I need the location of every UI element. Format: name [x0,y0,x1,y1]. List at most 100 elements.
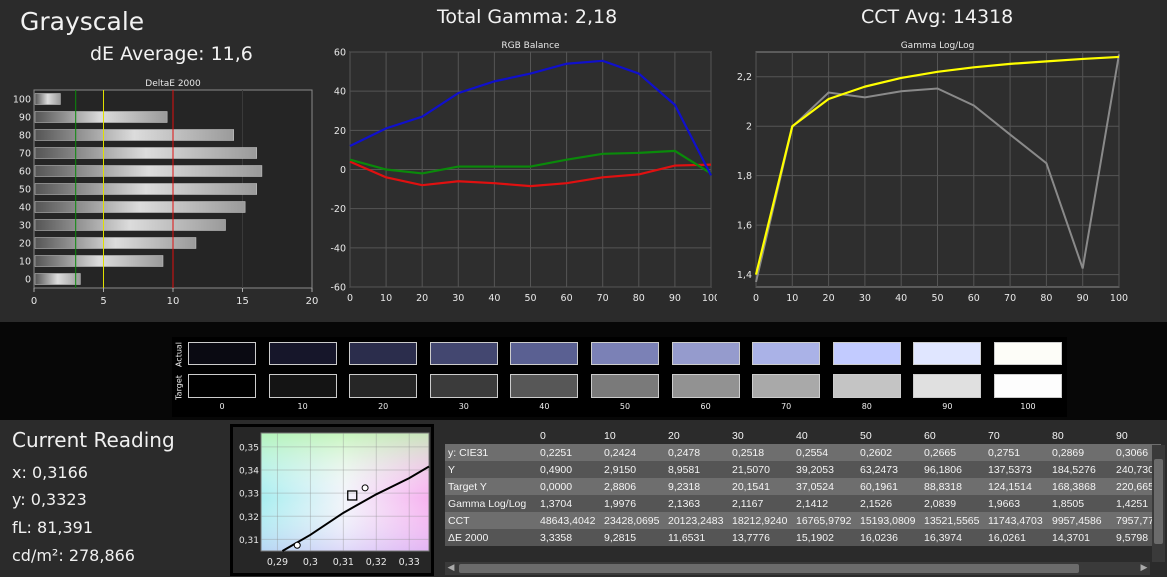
target-swatch-70 [752,374,821,398]
cie-xtick: 0,31 [333,557,354,568]
target-swatch-30 [429,374,498,398]
gamma-xtick: 70 [1004,293,1016,304]
table-cell: 39,2053 [793,461,857,478]
gamma-xtick: 50 [931,293,943,304]
table-cell: 0,2424 [601,444,665,461]
table-cell: 7957,77 [1113,512,1161,529]
table-row: Target Y 0,0000 2,8806 9,2318 20,1541 37,0524… [445,478,1161,495]
deltae-bar-50 [34,183,257,195]
measurement-table: 0 10 20 30 40 50 60 70 80 90 y: CIE31 0,2251 0,2424 0… [445,427,1161,546]
table-cell: 124,1514 [985,478,1049,495]
horizontal-scrollbar[interactable]: ◀ ▶ [445,562,1150,575]
table-cell: 137,5373 [985,461,1049,478]
table-cell: 240,730 [1113,461,1161,478]
rgb-ytick: 20 [334,126,346,137]
column-header: 70 [985,427,1049,444]
rgb-series-line [349,59,712,176]
scroll-right-icon[interactable]: ▶ [1140,563,1148,573]
table-cell: 0,2665 [921,444,985,461]
deltae-ytick: 90 [19,113,31,124]
gamma-xtick: 40 [895,293,907,304]
table-cell: 11743,4703 [985,512,1049,529]
column-header [445,427,537,444]
table-cell: 0,2751 [985,444,1049,461]
rgb-series-line [349,160,712,188]
table-cell: 184,5276 [1049,461,1113,478]
deltae-xtick: 0 [31,296,37,307]
deltae-title: DeltaE 2000 [145,79,201,89]
table-cell: 0,3066 [1113,444,1161,461]
table-cell: 0,0000 [537,478,601,495]
deltae-ytick: 50 [19,185,31,196]
table-row: Gamma Log/Log 1,3704 1,9976 2,1363 2,1167 2,1… [445,495,1161,512]
target-swatch-20 [349,374,418,398]
row-label: ΔE 2000 [445,529,537,546]
table-cell: 168,3868 [1049,478,1113,495]
column-header: 60 [921,427,985,444]
column-header: 10 [601,427,665,444]
cie-xtick: 0,32 [366,557,387,568]
swatch-label: 70 [781,402,792,411]
table-cell: 18212,9240 [729,512,793,529]
scroll-left-icon[interactable]: ◀ [447,563,455,573]
deltae-bar-40 [34,201,246,213]
table-cell: 63,2473 [857,461,921,478]
rgb-xtick: 40 [488,293,500,304]
scroll-thumb[interactable] [459,564,1079,573]
deltae-ytick: 0 [25,275,31,286]
gamma-ytick: 1,4 [737,270,752,281]
table-cell: 9,2815 [601,529,665,546]
table-cell: 96,1806 [921,461,985,478]
rgb-xtick: 50 [524,293,536,304]
deltae-bar-60 [34,165,263,177]
total-gamma-label: Total Gamma: 2,18 [437,6,618,28]
rgb-xtick: 60 [561,293,573,304]
row-label: CCT [445,512,537,529]
swatch-label: 60 [700,402,711,411]
rgb-ytick: 40 [334,87,346,98]
column-header: 20 [665,427,729,444]
table-row: y: CIE31 0,2251 0,2424 0,2478 0,2518 0,2554 0,… [445,444,1161,461]
rgb-xtick: 90 [669,293,681,304]
actual-swatch-0 [188,342,256,365]
rgb-ytick: -40 [330,243,346,254]
swatch-grid: Actual Target 0 10 20 30 40 50 60 70 80 90 100 [172,337,1067,417]
vertical-scrollbar[interactable] [1152,445,1165,562]
target-swatch-60 [671,374,740,398]
column-header: 80 [1049,427,1113,444]
deltae-bar-80 [34,129,234,141]
table-row: CCT 48643,4042 23428,0695 20123,2483 18212,9… [445,512,1161,529]
deltae-ytick: 30 [19,221,31,232]
table-cell: 60,1961 [857,478,921,495]
target-swatch-50 [591,374,659,398]
gamma-ytick: 1,8 [737,171,752,182]
row-label: Target Y [445,478,537,495]
deltae-xtick: 10 [167,296,180,307]
actual-swatch-20 [349,342,418,365]
table-cell: 48643,4042 [537,512,601,529]
table-cell: 20123,2483 [665,512,729,529]
gamma-chart: Gamma Log/Log 0 10 20 30 40 50 60 70 80 90 100 2,2 2 1… [737,41,1128,304]
gamma-ytick: 1,6 [737,221,752,232]
cie-ytick: 0,32 [239,513,259,523]
table-cell: 2,8806 [601,478,665,495]
cie-plot-border [260,432,430,552]
de-average-label: dE Average: 11,6 [90,43,253,65]
deltae-ytick: 60 [19,167,31,178]
table-cell: 15193,0809 [857,512,921,529]
reading-fl: fL: 81,391 [12,518,94,537]
gamma-ytick: 2,2 [737,72,752,83]
table-cell: 8,9581 [665,461,729,478]
table-cell: 2,0839 [921,495,985,512]
gamma-xtick: 20 [823,293,835,304]
table-row: ΔE 2000 3,3358 9,2815 11,6531 13,7776 15,1902… [445,529,1161,546]
table-cell: 0,2869 [1049,444,1113,461]
cct-average-label: CCT Avg: 14318 [861,6,1014,28]
cie-ytick: 0,34 [239,467,259,477]
cie-xtick: 0,33 [399,557,420,568]
table-cell: 23428,0695 [601,512,665,529]
cie-ytick: 0,35 [239,443,259,453]
table-cell: 2,9150 [601,461,665,478]
vertical-scroll-thumb[interactable] [1154,459,1163,544]
table-cell: 13521,5565 [921,512,985,529]
